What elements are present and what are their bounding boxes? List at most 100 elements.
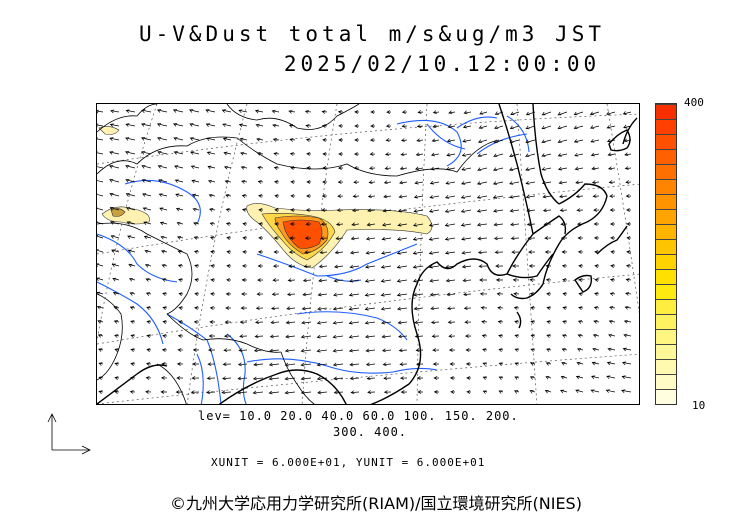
wind-arrow — [333, 390, 344, 395]
wind-arrow — [591, 375, 600, 380]
wind-arrow — [128, 277, 136, 282]
wind-arrow — [253, 348, 264, 353]
wind-arrow — [369, 152, 376, 156]
wind-arrow — [145, 362, 152, 366]
wind-arrow — [269, 348, 280, 353]
wind-arrow — [383, 376, 392, 381]
wind-arrow — [176, 236, 184, 240]
wind-arrow — [209, 208, 216, 212]
wind-arrow — [495, 264, 504, 268]
wind-arrow — [253, 362, 264, 367]
wind-arrow — [574, 152, 584, 157]
wind-arrow — [463, 110, 472, 115]
wind-arrow — [194, 306, 200, 310]
wind-arrow — [304, 110, 312, 114]
wind-arrow — [353, 166, 360, 170]
wind-arrow — [191, 193, 200, 198]
wind-arrow — [494, 111, 504, 115]
wind-arrow — [223, 151, 232, 156]
wind-arrow — [482, 390, 488, 394]
wind-arrow — [529, 376, 536, 380]
wind-arrow — [380, 306, 392, 311]
wind-arrow — [333, 376, 344, 381]
wind-arrow — [445, 166, 456, 171]
wind-arrow — [557, 139, 568, 143]
wind-arrow — [448, 110, 456, 115]
wind-arrow — [322, 180, 327, 184]
wind-arrow — [414, 320, 424, 325]
wind-arrow — [396, 251, 408, 255]
wind-arrow — [288, 109, 296, 114]
colorbar-segment — [656, 269, 676, 284]
wind-arrow — [145, 278, 152, 282]
wind-arrow — [172, 109, 184, 113]
wind-arrow — [226, 236, 232, 240]
wind-arrow — [448, 334, 456, 338]
wind-arrow — [224, 320, 232, 324]
wind-arrow — [608, 180, 616, 184]
wind-arrow — [609, 222, 615, 226]
wind-arrow — [190, 165, 200, 170]
wind-arrow — [274, 208, 280, 212]
wind-arrow — [514, 362, 520, 366]
wind-arrow — [98, 376, 104, 380]
wind-arrow — [192, 348, 200, 352]
wind-arrow — [127, 235, 136, 240]
wind-arrow — [97, 291, 104, 296]
wind-arrow — [429, 180, 440, 185]
wind-arrow — [493, 236, 504, 241]
wind-arrow — [175, 207, 184, 212]
wind-arrow — [462, 124, 472, 129]
coastlines — [97, 104, 638, 404]
wind-arrow — [189, 123, 200, 127]
wind-arrow — [526, 208, 536, 213]
wind-arrow — [592, 194, 600, 198]
wind-arrow — [318, 278, 328, 283]
wind-arrow — [514, 320, 520, 324]
wind-arrow — [257, 180, 264, 184]
wind-arrow — [589, 111, 600, 115]
wind-arrow — [320, 236, 328, 241]
wind-arrow — [578, 278, 584, 282]
wind-arrow — [156, 123, 168, 127]
wind-arrow — [380, 264, 392, 269]
wind-arrow — [478, 125, 488, 129]
wind-arrow — [252, 390, 264, 395]
wind-arrow — [476, 222, 488, 227]
wind-arrow — [561, 348, 568, 352]
wind-arrow — [622, 347, 632, 352]
wind-arrow — [465, 362, 472, 366]
wind-arrow — [541, 180, 552, 185]
wind-arrow — [461, 264, 472, 269]
wind-arrow — [495, 278, 504, 282]
wind-arrow — [445, 181, 456, 185]
wind-arrow — [160, 250, 168, 254]
wind-arrow — [399, 376, 408, 380]
wind-arrow — [364, 278, 376, 283]
wind-arrow — [194, 292, 200, 296]
wind-arrow — [401, 110, 408, 114]
wind-arrow — [305, 124, 312, 128]
wind-arrow — [562, 306, 568, 310]
wind-arrow — [159, 221, 168, 226]
wind-arrow — [288, 124, 296, 128]
wind-arrow — [226, 264, 232, 268]
wind-arrow — [255, 306, 264, 311]
wind-arrow — [145, 292, 152, 296]
wind-arrow — [530, 334, 536, 338]
wind-arrow — [625, 180, 632, 184]
wind-arrow — [413, 208, 424, 213]
wind-arrow — [492, 181, 504, 185]
wind-arrow — [416, 362, 424, 366]
wind-arrow — [239, 320, 248, 325]
wind-arrow — [290, 180, 296, 184]
wind-arrow — [575, 389, 584, 394]
wind-arrow — [238, 348, 248, 353]
wind-arrow — [513, 306, 520, 310]
wind-arrow — [300, 348, 312, 353]
wind-arrow — [432, 362, 440, 366]
wind-arrow — [460, 181, 472, 185]
wind-arrow — [125, 123, 136, 127]
wind-arrow — [306, 180, 312, 184]
colorbar-segment — [656, 239, 676, 254]
